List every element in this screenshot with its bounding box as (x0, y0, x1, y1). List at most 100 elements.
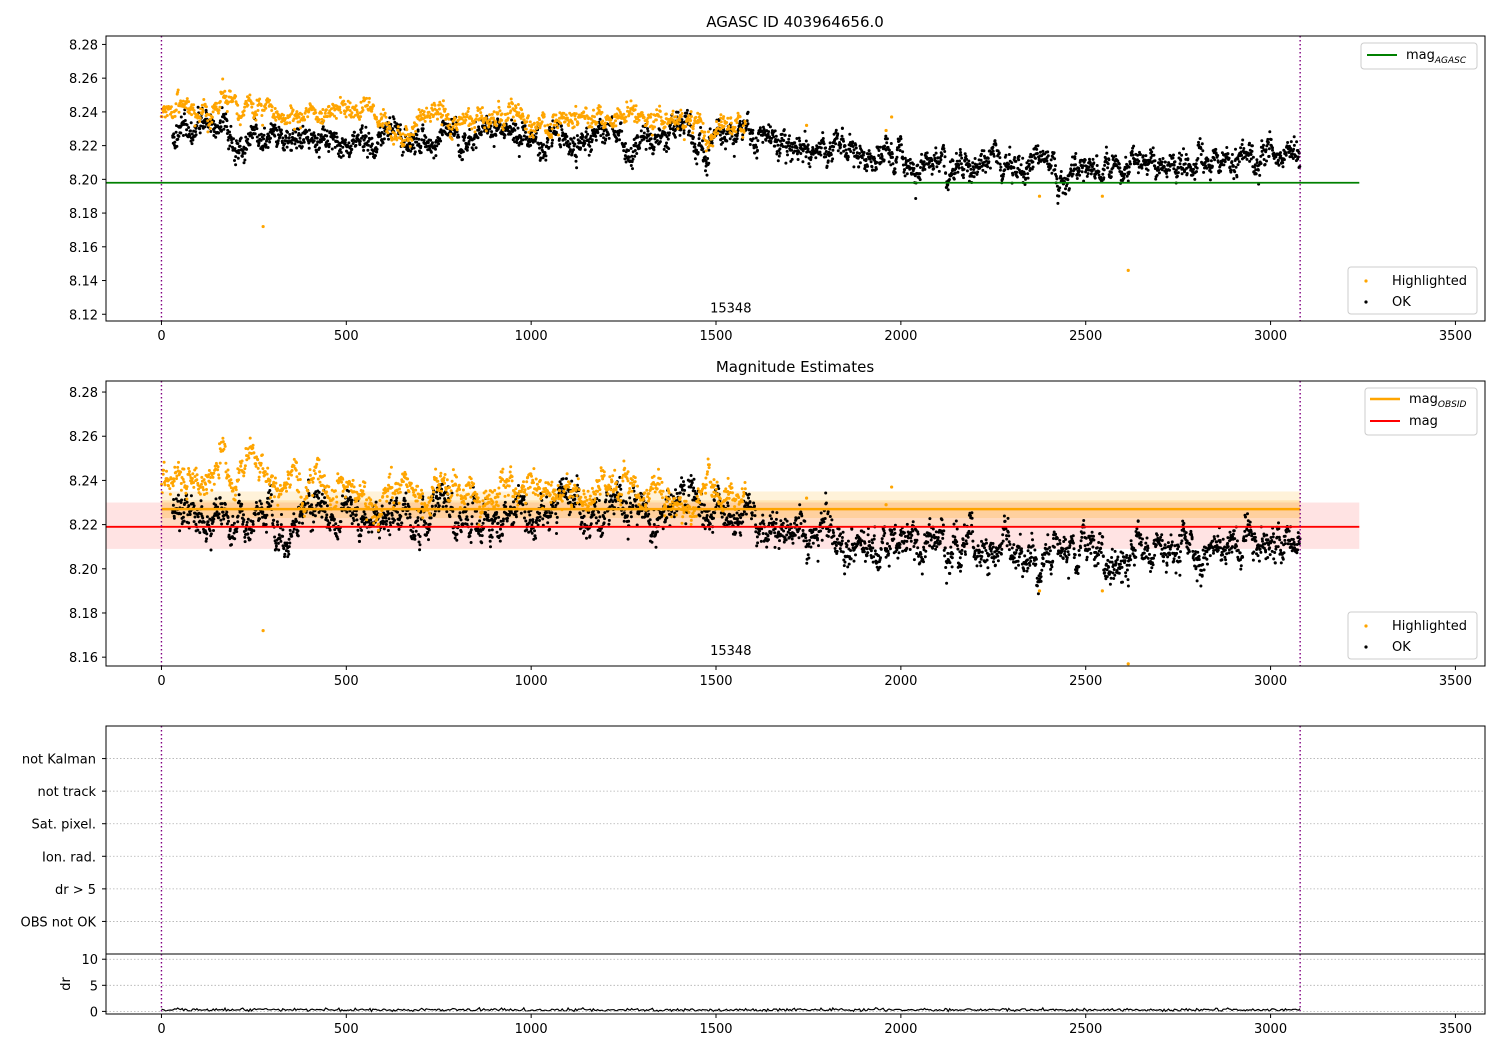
data-point-ok (211, 520, 215, 524)
x-tick-label: 3000 (1254, 329, 1287, 344)
data-point-ok (778, 151, 782, 155)
data-point-ok (444, 504, 448, 508)
data-point-highlighted (164, 110, 168, 114)
data-point-ok (957, 166, 961, 170)
data-point-ok (268, 140, 272, 144)
data-point-ok (225, 132, 229, 135)
data-point-ok (512, 521, 516, 524)
data-point-ok (493, 519, 496, 523)
data-point-ok (227, 533, 231, 537)
data-point-ok (920, 152, 924, 156)
data-point-ok (429, 516, 433, 520)
data-point-ok (1172, 167, 1176, 171)
data-point-ok (1180, 172, 1184, 176)
data-point-ok (400, 153, 404, 157)
data-point-highlighted (321, 121, 324, 125)
data-point-ok (767, 123, 771, 127)
data-point-highlighted (285, 121, 289, 125)
data-point-ok (932, 153, 936, 157)
data-point-ok (1144, 154, 1148, 158)
data-point-ok (320, 515, 324, 519)
data-point-ok (1182, 147, 1185, 151)
data-point-ok (403, 499, 407, 503)
data-point-ok (783, 133, 787, 137)
data-point-ok (863, 165, 867, 169)
data-point-ok (1236, 163, 1240, 167)
data-point-ok (477, 125, 481, 129)
data-point-ok (618, 138, 621, 142)
data-point-ok (942, 147, 946, 151)
data-point-ok (666, 137, 670, 141)
data-point-highlighted (530, 133, 534, 137)
data-point-highlighted (649, 115, 653, 119)
data-point-ok (269, 493, 273, 497)
data-point-highlighted (380, 116, 384, 120)
data-point-ok (248, 143, 252, 147)
data-point-highlighted (522, 118, 526, 122)
data-point-ok (384, 522, 388, 526)
data-point-ok (175, 144, 179, 148)
data-point-ok (391, 127, 395, 131)
data-point-ok (957, 164, 961, 167)
data-point-highlighted (256, 109, 260, 112)
data-point-highlighted (375, 117, 378, 121)
data-point-ok (224, 112, 228, 116)
data-point-ok (220, 522, 224, 526)
data-point-ok (1209, 170, 1213, 174)
data-point-ok (538, 146, 541, 150)
data-point-ok (751, 131, 755, 135)
data-point-ok (404, 512, 408, 516)
data-point-ok (567, 152, 571, 156)
data-point-ok (395, 502, 399, 506)
data-point-ok (290, 141, 294, 145)
data-point-ok (173, 140, 177, 144)
data-point-ok (663, 131, 667, 135)
data-point-highlighted (679, 108, 683, 112)
data-point-ok (824, 146, 828, 150)
data-point-ok (1175, 174, 1179, 178)
data-point-ok (1088, 157, 1091, 161)
data-point-ok (893, 171, 897, 174)
data-point-ok (510, 511, 513, 515)
data-point-ok (1127, 165, 1131, 169)
data-point-ok (911, 162, 915, 166)
data-point-ok (705, 173, 709, 177)
data-point-ok (355, 518, 359, 522)
data-point-highlighted (706, 146, 710, 150)
data-point-ok (836, 132, 840, 136)
data-point-highlighted (585, 114, 589, 118)
data-point-ok (433, 512, 437, 516)
data-point-ok (519, 511, 523, 515)
data-point-ok (264, 143, 268, 147)
data-point-ok (575, 134, 579, 138)
data-point-ok (804, 155, 808, 159)
data-point-ok (426, 141, 430, 145)
data-point-highlighted (605, 114, 609, 118)
data-point-ok (244, 135, 248, 139)
data-point-ok (1222, 163, 1226, 167)
data-point-ok (338, 148, 342, 152)
data-point-ok (1137, 159, 1141, 163)
data-point-ok (439, 139, 443, 143)
data-point-ok (1054, 174, 1058, 178)
data-point-ok (1077, 166, 1081, 170)
data-point-ok (1209, 159, 1213, 163)
data-point-ok (1136, 153, 1140, 157)
data-point-ok (1223, 160, 1227, 164)
data-point-highlighted (385, 123, 389, 127)
data-point-ok (603, 141, 607, 145)
data-point-highlighted (176, 90, 180, 94)
data-point-ok (959, 151, 963, 154)
data-point-highlighted (480, 114, 484, 118)
data-point-highlighted (488, 113, 492, 117)
data-point-ok (1125, 174, 1129, 178)
data-point-highlighted (280, 120, 284, 124)
data-point-ok (1281, 161, 1285, 165)
data-point-ok (356, 133, 360, 137)
data-point-highlighted (348, 109, 352, 112)
data-point-ok (1274, 155, 1278, 159)
data-point-ok (1004, 153, 1008, 157)
data-point-ok (489, 545, 492, 549)
data-point-ok (350, 522, 354, 526)
data-point-highlighted (729, 116, 733, 120)
